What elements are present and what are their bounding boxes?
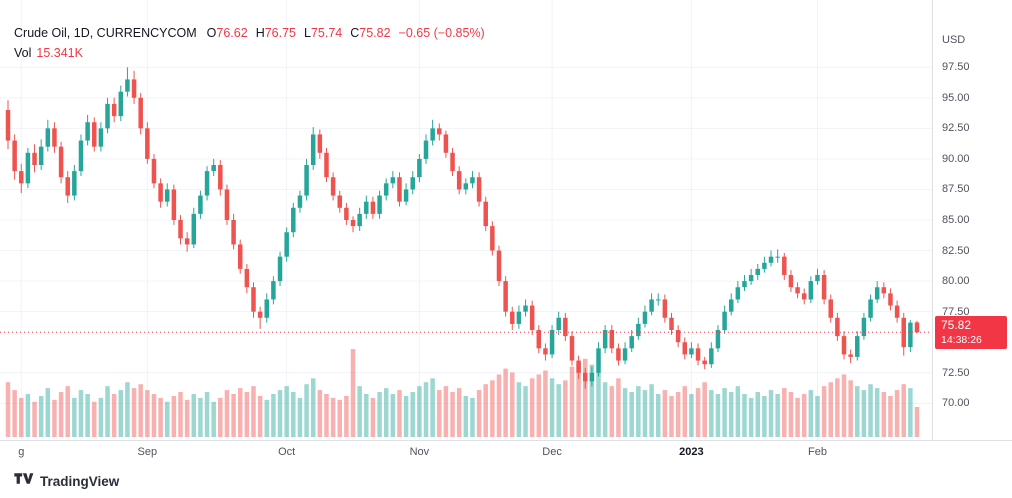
tradingview-wordmark: TradingView: [40, 473, 120, 489]
price-tick: 90.00: [942, 152, 970, 165]
time-label: Oct: [278, 446, 296, 458]
footer: TradingView: [0, 464, 1012, 498]
symbol-title[interactable]: Crude Oil, 1D, CURRENCYCOM: [14, 26, 197, 40]
tradingview-logo-icon: [13, 471, 34, 491]
price-axis[interactable]: USD 97.50 95.00 92.50 90.00 87.50 85.00 82.50 8…: [932, 0, 1012, 463]
legend-row-ohlc: Crude Oil, 1D, CURRENCYCOM O76.62 H76.75…: [14, 26, 485, 40]
last-price-value: 75.82: [941, 318, 972, 333]
low-value: L75.74: [304, 26, 343, 40]
volume-value: 15.341K: [36, 46, 83, 60]
price-tick: 80.00: [942, 275, 970, 288]
price-tick: 85.00: [942, 214, 970, 226]
candlestick-chart[interactable]: [0, 0, 932, 440]
price-tick: 77.50: [942, 305, 970, 318]
time-label: Nov: [409, 446, 430, 458]
countdown-timer: 14:38:26: [941, 333, 982, 346]
last-price-badge: 75.82 14:38:26: [935, 316, 1007, 350]
price-tick: 97.50: [942, 61, 970, 74]
price-tick: 70.00: [942, 397, 970, 410]
time-label: 2023: [679, 446, 704, 458]
price-chart-pane[interactable]: Crude Oil, 1D, CURRENCYCOM O76.62 H76.75…: [0, 0, 932, 440]
time-label: g: [18, 446, 25, 458]
time-label: Feb: [807, 446, 827, 458]
price-tick: 82.50: [942, 244, 970, 257]
high-value: H76.75: [255, 26, 296, 40]
tradingview-link[interactable]: TradingView: [13, 471, 119, 491]
legend-row-volume: Vol 15.341K: [14, 46, 485, 60]
currency-label: USD: [942, 34, 966, 46]
volume-label: Vol: [14, 46, 32, 60]
close-value: C75.82: [350, 26, 391, 40]
open-value: O76.62: [206, 26, 248, 40]
price-tick: 92.50: [942, 122, 970, 135]
time-axis[interactable]: g Sep Oct Nov Dec 2023 Feb: [0, 440, 1012, 465]
price-tick: 87.50: [942, 183, 970, 196]
price-tick: 95.00: [942, 91, 970, 104]
legend: Crude Oil, 1D, CURRENCYCOM O76.62 H76.75…: [14, 26, 485, 66]
time-label: Sep: [137, 446, 158, 458]
price-tick: 72.50: [942, 366, 970, 379]
time-label: Dec: [542, 446, 562, 458]
change-value: −0.65 (−0.85%): [398, 26, 485, 40]
